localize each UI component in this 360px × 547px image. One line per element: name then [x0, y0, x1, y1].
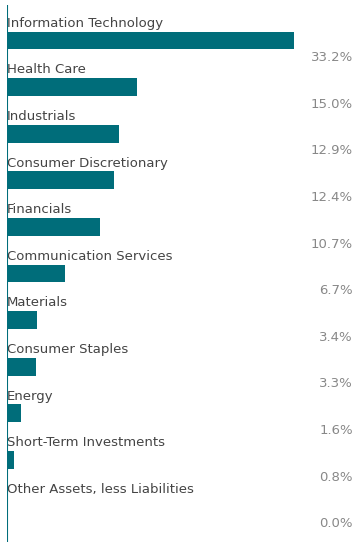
Text: 6.7%: 6.7%: [319, 284, 353, 297]
Text: 12.9%: 12.9%: [311, 144, 353, 158]
Text: Consumer Staples: Consumer Staples: [7, 343, 129, 356]
Text: Other Assets, less Liabilities: Other Assets, less Liabilities: [7, 483, 194, 496]
Bar: [7, 125, 119, 143]
Text: 3.3%: 3.3%: [319, 377, 353, 391]
Bar: [7, 32, 294, 49]
Text: 10.7%: 10.7%: [311, 237, 353, 251]
Text: Industrials: Industrials: [7, 110, 77, 123]
Text: Health Care: Health Care: [7, 63, 86, 77]
Bar: [7, 358, 36, 376]
Text: Information Technology: Information Technology: [7, 17, 163, 30]
Bar: [7, 451, 14, 469]
Text: 1.6%: 1.6%: [319, 424, 353, 437]
Bar: [7, 404, 21, 422]
Text: 0.8%: 0.8%: [319, 470, 353, 484]
Text: Financials: Financials: [7, 203, 72, 216]
Text: 33.2%: 33.2%: [311, 51, 353, 64]
Text: 15.0%: 15.0%: [311, 98, 353, 110]
Bar: [7, 265, 65, 282]
Text: 0.0%: 0.0%: [319, 517, 353, 530]
Text: Short-Term Investments: Short-Term Investments: [7, 437, 165, 449]
Text: Consumer Discretionary: Consumer Discretionary: [7, 156, 168, 170]
Text: 12.4%: 12.4%: [311, 191, 353, 204]
Bar: [7, 171, 114, 189]
Text: Energy: Energy: [7, 389, 54, 403]
Bar: [7, 311, 37, 329]
Text: Communication Services: Communication Services: [7, 250, 173, 263]
Bar: [7, 218, 100, 236]
Text: Materials: Materials: [7, 296, 68, 310]
Text: 3.4%: 3.4%: [319, 331, 353, 344]
Bar: [7, 78, 137, 96]
